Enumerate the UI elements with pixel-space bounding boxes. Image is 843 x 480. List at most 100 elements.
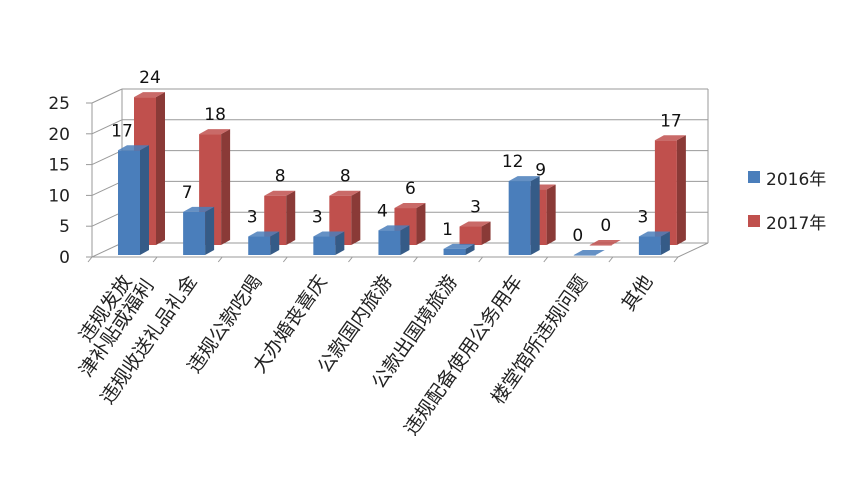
bar-side-face xyxy=(286,190,296,245)
bar-2016 xyxy=(313,231,345,255)
bar-top-face xyxy=(443,243,475,249)
category-label: 其他 xyxy=(618,271,658,315)
bar-top-face xyxy=(508,176,540,182)
data-label: 1 xyxy=(442,220,453,240)
data-label: 3 xyxy=(312,208,323,228)
bar-front-face xyxy=(638,236,661,255)
gridline-side xyxy=(91,150,123,166)
bar-top-face xyxy=(134,92,165,98)
gridline-side xyxy=(91,88,123,104)
data-label: 3 xyxy=(247,208,258,228)
bar-side-face xyxy=(221,129,231,245)
x-tick-mark xyxy=(413,256,418,263)
bar-top-face xyxy=(329,190,361,196)
legend-item-2017: 2017年 xyxy=(748,209,827,234)
bar-front-face xyxy=(508,181,531,255)
bar-top-face xyxy=(638,231,670,237)
gridline-side xyxy=(91,119,123,135)
bar-front-face xyxy=(248,236,271,255)
x-tick-mark xyxy=(152,256,158,263)
bar-2016 xyxy=(443,243,475,255)
bar-2016 xyxy=(183,206,215,255)
bar-top-face xyxy=(378,225,410,231)
bar-side-face xyxy=(156,92,165,245)
x-tick-mark xyxy=(87,256,93,263)
gridline-side xyxy=(91,211,123,227)
floor-right-edge xyxy=(677,242,709,258)
x-tick-mark xyxy=(608,256,614,263)
legend-item-2016: 2016年 xyxy=(748,165,827,190)
bar-top-face xyxy=(313,231,345,237)
bar-2016 xyxy=(378,225,410,255)
gridline-side xyxy=(91,180,123,196)
bar-side-face xyxy=(400,225,410,255)
y-tick-labels: 0 5 10 15 20 25 xyxy=(48,94,70,268)
data-label: 17 xyxy=(111,121,133,141)
category-labels: 违规发放津补贴或福利违规收送礼品礼金违规公款吃喝大办婚丧喜庆公款国内旅游公款出国… xyxy=(75,271,658,439)
bar-front-face xyxy=(183,211,206,255)
data-label: 17 xyxy=(660,111,682,131)
bar-front-face xyxy=(589,245,612,246)
bar-top-face xyxy=(118,145,149,151)
bar-front-face xyxy=(378,230,401,255)
data-label: 6 xyxy=(405,179,416,199)
bar-side-face xyxy=(270,231,280,255)
bar-2017 xyxy=(264,190,296,245)
gridline-side xyxy=(91,242,123,258)
bar-front-face xyxy=(459,226,482,245)
bar-top-face xyxy=(264,190,296,196)
bar-side-face xyxy=(660,231,670,255)
bar-top-face xyxy=(654,135,686,141)
data-label: 8 xyxy=(340,167,351,187)
data-label: 8 xyxy=(275,167,286,187)
bar-side-face xyxy=(140,145,149,255)
y-tick-label: 0 xyxy=(59,248,70,268)
bars xyxy=(118,92,686,256)
bar-side-face xyxy=(546,184,556,245)
bar-side-face xyxy=(335,231,345,255)
data-label: 9 xyxy=(535,161,546,181)
bar-2016 xyxy=(508,176,540,255)
bar-side-face xyxy=(351,190,361,245)
bar-top-face xyxy=(573,250,605,255)
y-tick-label: 25 xyxy=(48,94,70,114)
data-label: 12 xyxy=(502,152,524,172)
bar-side-face xyxy=(481,221,491,245)
x-tick-mark xyxy=(673,256,679,263)
legend-swatch-2016 xyxy=(748,171,760,183)
data-labels: 24 18 8 8 6 3 9 0 17 17 7 3 3 4 1 12 0 3 xyxy=(111,68,682,246)
bar-side-face xyxy=(205,206,215,255)
data-label: 0 xyxy=(572,226,583,246)
x-tick-mark xyxy=(478,256,484,263)
data-label: 3 xyxy=(470,198,481,218)
bar-top-face xyxy=(589,240,621,245)
y-tick-label: 15 xyxy=(48,156,70,176)
bar-2016 xyxy=(638,231,670,255)
bar-side-face xyxy=(416,203,426,245)
legend-label-2016: 2016年 xyxy=(766,169,827,190)
bar-top-face xyxy=(394,203,426,209)
bar-2016 xyxy=(118,145,149,255)
data-label: 18 xyxy=(204,105,226,125)
data-label: 7 xyxy=(182,183,193,203)
x-tick-mark xyxy=(217,256,223,263)
legend-label-2017: 2017年 xyxy=(766,213,827,234)
data-label: 24 xyxy=(139,68,161,88)
bar-2016 xyxy=(573,250,605,256)
bar-front-face xyxy=(118,150,140,255)
data-label: 3 xyxy=(637,208,648,228)
legend: 2016年 2017年 xyxy=(748,165,826,253)
bar-front-face xyxy=(573,255,596,256)
x-tick-mark xyxy=(543,256,549,263)
x-tick-mark xyxy=(348,256,353,263)
category-label: 违规配备使用公务用车 xyxy=(400,271,527,439)
bar-front-face xyxy=(443,248,466,255)
bar-side-face xyxy=(676,135,686,245)
bar-2017 xyxy=(654,135,686,245)
bar-2016 xyxy=(248,231,280,255)
bar-top-face xyxy=(183,206,215,212)
y-tick-label: 5 xyxy=(59,217,70,237)
bar-top-face xyxy=(199,129,231,135)
bar-2017 xyxy=(459,221,491,245)
